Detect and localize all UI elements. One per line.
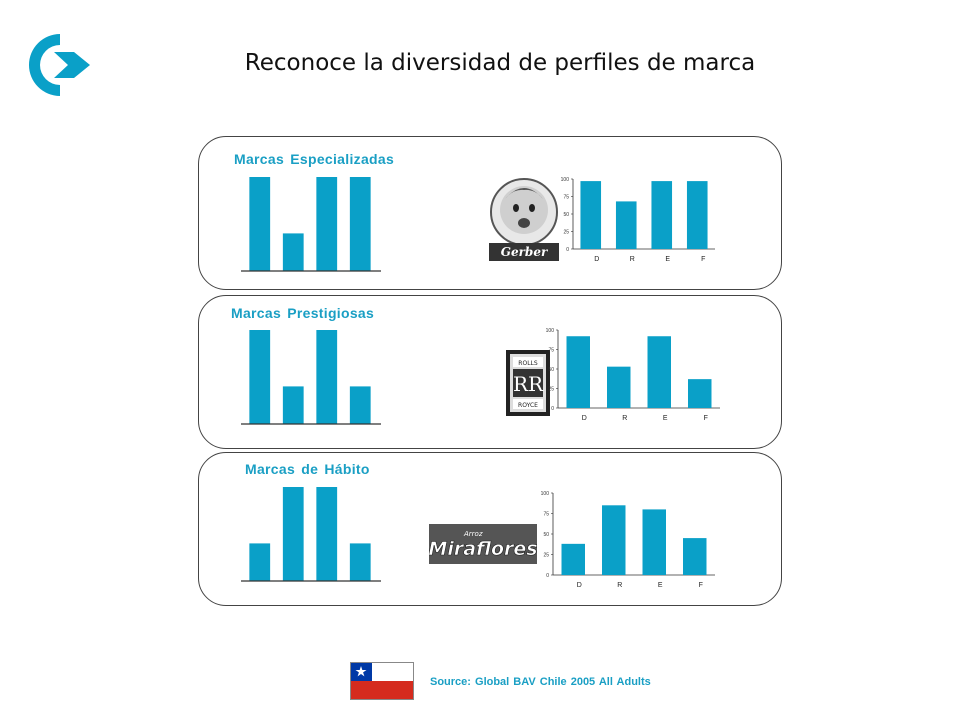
bar-d: [566, 336, 590, 408]
y-tick-label: 100: [561, 177, 570, 183]
x-tick-label: D: [594, 256, 599, 263]
bar-f: [688, 379, 712, 408]
y-tick-label: 50: [563, 212, 569, 218]
bar-e: [647, 336, 671, 408]
profile-chart-prestigiosas: [241, 330, 381, 425]
profile-chart-habito: [241, 487, 381, 582]
y-tick-label: 25: [548, 387, 554, 393]
svg-text:ROLLS: ROLLS: [518, 360, 538, 367]
panel-title-especializadas: Marcas Especializadas: [234, 151, 395, 167]
x-tick-label: F: [699, 582, 703, 589]
bar-r: [282, 487, 304, 581]
page-title: Reconoce la diversidad de perfiles de ma…: [244, 50, 756, 76]
panel-habito: Marcas de Hábito Arroz Miraflores 0 25 50 7…: [198, 452, 782, 606]
brand-chart-gerber: 0 25 50 75 100 D R E F: [561, 177, 715, 263]
x-tick-label: D: [582, 415, 587, 422]
source-note: Source: Global BAV Chile 2005 All Adults: [430, 676, 651, 688]
bar-d: [580, 181, 602, 249]
y-tick-label: 100: [541, 491, 550, 497]
x-tick-label: R: [622, 415, 627, 422]
x-tick-label: D: [577, 582, 582, 589]
bar-f: [683, 538, 707, 575]
x-tick-label: F: [701, 256, 705, 263]
panel-title-prestigiosas: Marcas Prestigiosas: [231, 305, 375, 321]
y-tick-label: 50: [548, 367, 554, 373]
panel-prestigiosas: Marcas Prestigiosas ROLLS RR ROYCE 0 25 50…: [198, 295, 782, 449]
x-tick-label: E: [665, 256, 670, 263]
panel-title-habito: Marcas de Hábito: [245, 461, 370, 477]
bar-f: [686, 181, 708, 249]
bar-f: [349, 386, 371, 424]
y-tick-label: 0: [566, 247, 569, 253]
bar-r: [282, 386, 304, 424]
bar-e: [316, 487, 338, 581]
brand-chart-miraflores: 0 25 50 75 100 D R E F: [541, 491, 715, 589]
bar-d: [249, 543, 271, 581]
bar-e: [316, 330, 338, 424]
y-tick-label: 50: [543, 532, 549, 538]
bar-d: [249, 330, 271, 424]
gerber-logo: Gerber: [489, 178, 559, 261]
x-tick-label: R: [630, 256, 635, 263]
svg-text:Arroz: Arroz: [463, 530, 483, 538]
svg-text:Miraflores: Miraflores: [429, 538, 537, 560]
y-tick-label: 75: [548, 348, 554, 354]
y-tick-label: 100: [546, 328, 555, 334]
x-tick-label: E: [658, 582, 663, 589]
y-tick-label: 25: [563, 230, 569, 236]
y-tick-label: 75: [543, 512, 549, 518]
y-tick-label: 75: [563, 195, 569, 201]
y-tick-label: 0: [551, 406, 554, 412]
bar-r: [282, 233, 304, 271]
bar-e: [651, 181, 673, 249]
y-tick-label: 0: [546, 573, 549, 579]
bar-r: [607, 366, 631, 408]
bar-r: [615, 201, 637, 249]
panel-especializadas: Marcas Especializadas Gerber 0 25 50 75 100 D…: [198, 136, 782, 290]
svg-text:Gerber: Gerber: [501, 245, 549, 259]
miraflores-logo: Arroz Miraflores: [429, 524, 537, 564]
bar-r: [602, 505, 626, 575]
y-tick-label: 25: [543, 553, 549, 559]
bar-e: [316, 177, 338, 271]
svg-text:RR: RR: [513, 372, 544, 396]
rolls-royce-logo: ROLLS RR ROYCE: [506, 350, 550, 416]
bar-e: [642, 509, 666, 575]
x-tick-label: R: [617, 582, 622, 589]
x-tick-label: E: [663, 415, 668, 422]
profile-chart-especializadas: [241, 177, 381, 272]
bar-d: [561, 543, 585, 575]
chile-flag-icon: [350, 662, 414, 700]
arrow-right-circle-icon[interactable]: [24, 30, 96, 100]
bar-f: [349, 543, 371, 581]
bar-d: [249, 177, 271, 271]
brand-chart-rolls-royce: 0 25 50 75 100 D R E F: [546, 328, 720, 422]
svg-text:ROYCE: ROYCE: [518, 402, 538, 409]
x-tick-label: F: [704, 415, 708, 422]
bar-f: [349, 177, 371, 271]
